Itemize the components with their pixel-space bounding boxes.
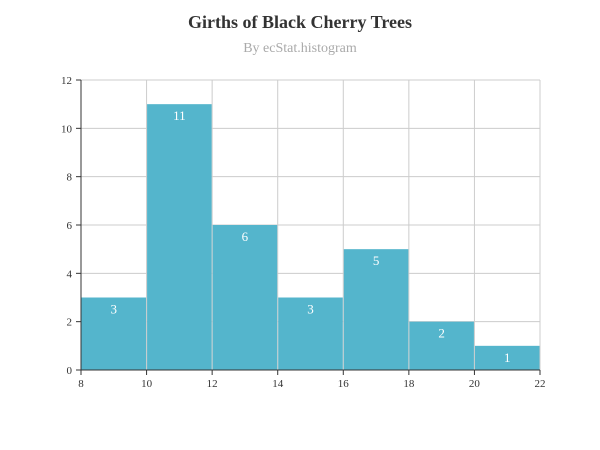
chart-subtitle: By ecStat.histogram	[243, 41, 357, 56]
bars	[81, 104, 540, 371]
x-tick-label: 12	[207, 378, 218, 390]
histogram-bar	[409, 321, 474, 370]
y-tick-label: 6	[67, 220, 73, 232]
x-tick-label: 10	[141, 378, 153, 390]
x-tick-label: 20	[469, 378, 481, 390]
bar-value-label: 3	[307, 302, 314, 317]
bar-value-label: 1	[504, 350, 511, 365]
histogram-bar	[147, 104, 212, 371]
histogram-bar	[343, 249, 409, 370]
y-tick-label: 2	[67, 317, 73, 329]
bar-value-label: 3	[111, 302, 118, 317]
data-labels: 3 11 6 3 5 2 1	[111, 108, 511, 365]
x-tick-label: 22	[535, 378, 546, 390]
y-tick-label: 10	[61, 123, 73, 135]
histogram-bar	[278, 297, 343, 370]
histogram-bar	[212, 225, 278, 370]
y-tick-label: 4	[67, 268, 73, 280]
y-tick-label: 0	[67, 365, 73, 377]
bar-value-label: 6	[242, 229, 249, 244]
bar-value-label: 11	[173, 108, 186, 123]
histogram-bar	[81, 297, 147, 370]
chart-title: Girths of Black Cherry Trees	[188, 12, 412, 32]
x-tick-label: 8	[78, 378, 84, 390]
y-tick-label: 8	[67, 172, 73, 184]
bar-value-label: 2	[438, 326, 445, 341]
bar-value-label: 5	[373, 253, 380, 268]
histogram-bar	[474, 345, 540, 370]
x-tick-label: 14	[272, 378, 284, 390]
x-tick-label: 16	[338, 378, 350, 390]
x-tick-label: 18	[403, 378, 415, 390]
y-tick-label: 12	[61, 75, 72, 87]
